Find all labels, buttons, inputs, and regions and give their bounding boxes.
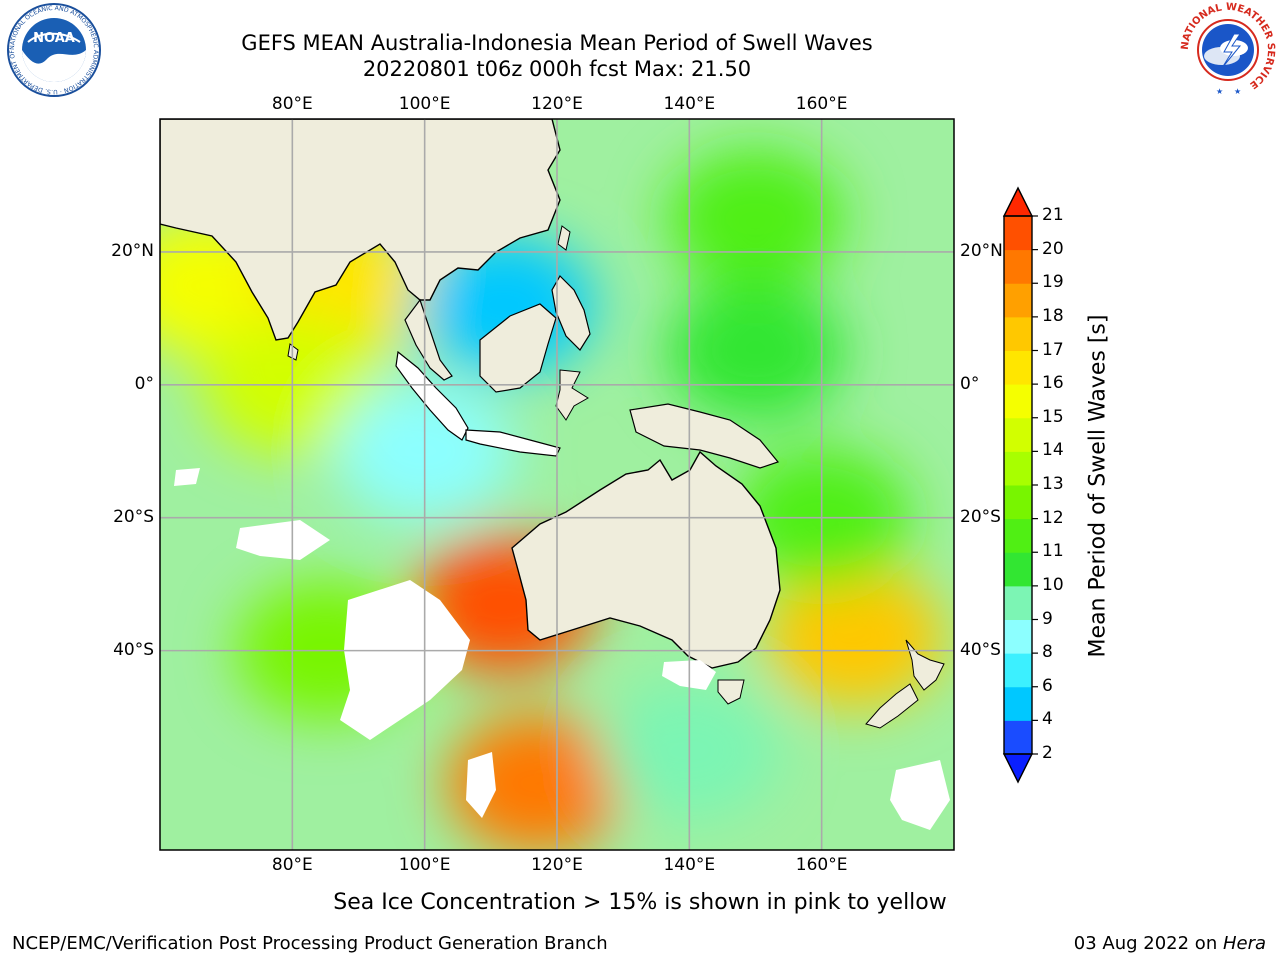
colorbar-segment <box>1004 384 1032 419</box>
y-tick-label: 40°S <box>113 639 154 660</box>
x-tick-label: 160°E <box>795 855 848 875</box>
y-tick-label: 0° <box>960 373 980 394</box>
colorbar-segment <box>1004 249 1032 284</box>
land-layer <box>160 119 950 830</box>
field-region <box>665 148 846 289</box>
colorbar-tick-label: 10 <box>1042 574 1064 595</box>
sea-ice-area-5 <box>890 760 950 830</box>
x-tick-label: 120°E <box>531 855 583 875</box>
colorbar <box>1002 186 1038 784</box>
map-frame <box>159 118 955 851</box>
svg-text:★: ★ <box>1216 87 1223 96</box>
footer-date-text: 03 Aug 2022 on <box>1073 933 1223 954</box>
y-tick-label: 20°S <box>960 506 1001 527</box>
colorbar-tick-label: 2 <box>1042 743 1053 763</box>
colorbar-segment <box>1004 485 1032 520</box>
x-tick-label: 120°E <box>531 94 583 114</box>
colorbar-tick-label: 12 <box>1042 507 1064 528</box>
footer-date: 03 Aug 2022 on Hera <box>1074 933 1266 954</box>
sea-ice-area-2 <box>236 520 330 560</box>
new-zealand-south <box>865 683 919 729</box>
field-region <box>665 281 846 422</box>
graticule <box>160 119 954 850</box>
colorbar-tick-label: 11 <box>1042 541 1064 562</box>
colorbar-segment <box>1004 619 1032 654</box>
colorbar-segment <box>1004 720 1032 755</box>
sea-ice-area-3 <box>466 752 496 818</box>
colorbar-tick-label: 14 <box>1042 440 1064 461</box>
taiwan <box>557 225 571 251</box>
swell-period-map <box>160 119 954 850</box>
philippines <box>551 275 591 351</box>
colorbar-segment <box>1004 518 1032 553</box>
colorbar-tick-label: 19 <box>1042 272 1064 293</box>
chart-subtitle: 20220801 t06z 000h fcst Max: 21.50 <box>362 57 752 81</box>
noaa-logo-text: NOAA <box>33 31 75 46</box>
x-tick-label: 80°E <box>271 855 313 875</box>
sea-ice-area-6 <box>174 468 200 486</box>
asia-landmass <box>160 119 561 341</box>
java <box>465 429 561 457</box>
sea-ice-area-1 <box>340 580 470 740</box>
colorbar-tick-label: 9 <box>1042 608 1053 629</box>
y-tick-label: 0° <box>134 373 154 394</box>
field-region <box>447 713 628 850</box>
colorbar-tick-label: 4 <box>1042 709 1053 730</box>
nws-logo: NATIONAL WEATHER SERVICE ★ ★ <box>1178 0 1278 100</box>
malay-peninsula <box>404 298 453 381</box>
y-tick-label: 20°N <box>960 240 1003 261</box>
colorbar-segment <box>1004 283 1032 318</box>
sumatra <box>395 350 469 441</box>
colorbar-segment <box>1004 316 1032 351</box>
colorbar-tick-label: 21 <box>1042 205 1064 225</box>
colorbar-tick-label: 18 <box>1042 305 1064 326</box>
sulawesi <box>555 369 589 421</box>
colorbar-segment <box>1004 417 1032 452</box>
new-guinea <box>629 403 780 469</box>
colorbar-tick-label: 13 <box>1042 474 1064 494</box>
noaa-logo: NATIONAL OCEANIC AND ATMOSPHERIC ADMINIS… <box>3 0 102 98</box>
colorbar-tick-label: 8 <box>1042 642 1053 663</box>
colorbar-extend-min <box>1002 753 1034 784</box>
x-tick-label: 140°E <box>663 855 716 875</box>
colorbar-segment <box>1004 653 1032 688</box>
footer-credit: NCEP/EMC/Verification Post Processing Pr… <box>12 933 608 954</box>
y-tick-label: 20°N <box>111 240 154 261</box>
colorbar-segment <box>1004 585 1032 620</box>
colorbar-segment <box>1004 216 1032 251</box>
colorbar-segment <box>1004 451 1032 486</box>
x-tick-label: 140°E <box>663 94 716 114</box>
colorbar-segment <box>1004 350 1032 385</box>
tasmania <box>717 679 745 705</box>
colorbar-tick-label: 6 <box>1042 675 1053 696</box>
sea-ice-note: Sea Ice Concentration > 15% is shown in … <box>333 890 947 915</box>
colorbar-label: Mean Period of Swell Waves [s] <box>1085 314 1111 658</box>
svg-text:★: ★ <box>1234 87 1241 96</box>
colorbar-extend-max <box>1002 186 1034 217</box>
colorbar-tick-label: 20 <box>1042 238 1064 259</box>
colorbar-tick-label: 17 <box>1042 339 1064 360</box>
y-tick-label: 20°S <box>113 506 154 527</box>
chart-title: GEFS MEAN Australia-Indonesia Mean Perio… <box>241 31 873 55</box>
australia <box>511 450 781 669</box>
colorbar-tick-label: 15 <box>1042 406 1064 427</box>
x-tick-label: 100°E <box>398 94 451 114</box>
borneo <box>479 303 557 393</box>
field-region <box>764 567 945 708</box>
colorbar-segment <box>1004 686 1032 721</box>
colorbar-segment <box>1004 552 1032 587</box>
colorbar-tick-label: 16 <box>1042 373 1064 394</box>
new-zealand-north <box>905 639 945 691</box>
x-tick-label: 160°E <box>795 94 848 114</box>
y-tick-label: 40°S <box>960 639 1001 660</box>
x-tick-label: 100°E <box>398 855 451 875</box>
footer-host: Hera <box>1222 933 1266 954</box>
x-tick-label: 80°E <box>271 94 313 114</box>
